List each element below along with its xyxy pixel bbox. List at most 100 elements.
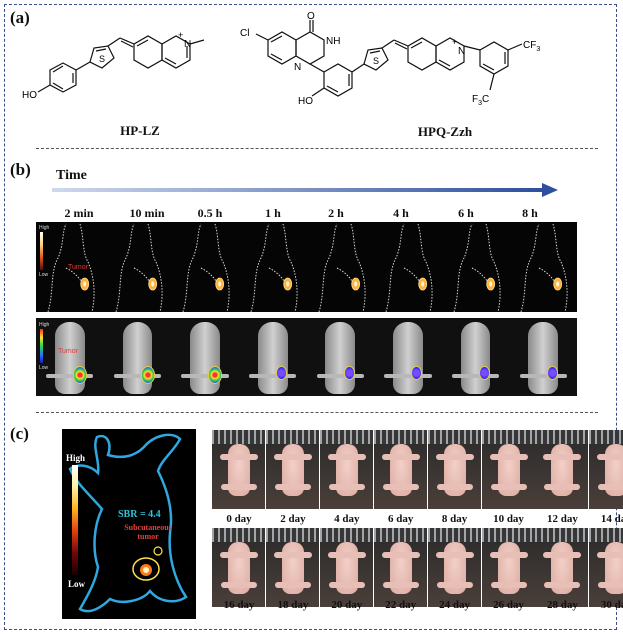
mouse-photo xyxy=(265,430,319,509)
mouse-photo xyxy=(589,528,623,607)
subcutaneous-tumor-image: High Low SBR = 4.4 Subcutaneous tumor xyxy=(62,429,196,619)
bioluminescence-frame xyxy=(509,318,577,396)
panel-label-a: (a) xyxy=(10,8,30,27)
hpq-s-text: S xyxy=(373,56,379,66)
mouse-photo xyxy=(589,430,623,509)
day-label: 10 day xyxy=(493,513,524,525)
fluorescence-frame xyxy=(36,222,104,313)
panel-label-c: (c) xyxy=(10,424,29,443)
big-scale-high: High xyxy=(66,453,86,463)
hpq-plus-text: + xyxy=(452,37,457,47)
time-point-label: 2 min xyxy=(64,206,94,220)
time-point-label: 1 h xyxy=(265,206,281,220)
fluorescence-frame xyxy=(307,222,375,313)
day-label: 18 day xyxy=(277,599,309,611)
subcutaneous-word: Subcutaneous xyxy=(124,523,172,532)
panel-label-b: (b) xyxy=(10,160,31,179)
day-label: 16 day xyxy=(223,599,255,611)
mouse-photo xyxy=(319,528,373,607)
fluo-tumor-label: Tumor xyxy=(68,264,88,271)
bio-scale-high: High xyxy=(39,322,50,328)
hpq-n-plus-text: N xyxy=(458,46,465,57)
hpq-cf3-right-text: CF3 xyxy=(523,40,540,53)
figure-frame xyxy=(4,4,617,630)
mouse-photo xyxy=(535,430,589,509)
day-label: 20 day xyxy=(331,599,363,611)
day-label: 0 day xyxy=(226,513,252,525)
time-point-label: 4 h xyxy=(393,206,409,220)
day-label: 26 day xyxy=(493,599,524,611)
fluorescence-frame xyxy=(509,222,577,313)
time-point-label: 8 h xyxy=(522,206,538,220)
hpq-n-text: N xyxy=(294,62,301,73)
hpq-zzh-structure: Cl O NH N HO S N + CF3 F3C xyxy=(240,11,540,107)
day-label: 12 day xyxy=(546,513,578,525)
day-label: 6 day xyxy=(388,513,414,525)
fluo-scale-high: High xyxy=(39,225,50,231)
bio-colorbar xyxy=(40,329,43,363)
time-label: Time xyxy=(56,168,87,183)
bioluminescence-frame xyxy=(36,318,104,396)
time-point-label: 0.5 h xyxy=(197,206,223,220)
bioluminescence-frame xyxy=(374,318,442,396)
hp-lz-n-text: N xyxy=(184,39,191,50)
separator-a-b xyxy=(36,148,598,149)
mouse-photo xyxy=(481,528,535,607)
fluorescence-frame xyxy=(374,222,442,313)
mouse-photo xyxy=(212,430,265,509)
mouse-photo xyxy=(265,528,319,607)
big-colorbar xyxy=(72,465,78,575)
compound-name-hpq-zzh: HPQ-Zzh xyxy=(417,124,473,139)
separator-b-c xyxy=(36,412,598,413)
mouse-photo xyxy=(427,430,481,509)
bioluminescence-frame xyxy=(442,318,510,396)
fluorescence-frame xyxy=(442,222,510,313)
mouse-photo xyxy=(373,528,427,607)
bioluminescence-strip: High Low Tumor xyxy=(36,318,577,396)
fluorescence-frame xyxy=(104,222,172,313)
sbr-value: SBR = 4.4 xyxy=(118,509,161,520)
time-point-label: 10 min xyxy=(129,206,165,220)
mouse-photo xyxy=(212,528,265,607)
bioluminescence-frame xyxy=(171,318,239,396)
hpq-ho-text: HO xyxy=(298,96,313,107)
bio-tumor-label: Tumor xyxy=(58,348,78,355)
time-point-label: 6 h xyxy=(458,206,474,220)
fluorescence-frame xyxy=(239,222,307,313)
hpq-o-text: O xyxy=(307,11,315,22)
mouse-photo xyxy=(373,430,427,509)
big-scale-low: Low xyxy=(68,579,86,589)
fluorescence-strip: High Low Tumor xyxy=(36,222,577,313)
hpq-cl-text: Cl xyxy=(240,28,249,39)
day-label: 2 day xyxy=(280,513,306,525)
hp-lz-s-text: S xyxy=(99,54,105,64)
bio-scale-low: Low xyxy=(39,365,49,371)
time-point-label: 2 h xyxy=(328,206,344,220)
hp-lz-plus-text: + xyxy=(178,30,183,40)
mouse-photo xyxy=(535,528,589,607)
hpq-nh-text: NH xyxy=(326,36,340,47)
bioluminescence-frame xyxy=(239,318,307,396)
mouse-photo xyxy=(481,430,535,509)
mouse-photo xyxy=(427,528,481,607)
hp-lz-structure: HO S N + xyxy=(22,30,205,101)
day-label: 14 day xyxy=(600,513,623,525)
subcutaneous-label: Subcutaneous tumor xyxy=(118,523,178,541)
mouse-photo xyxy=(319,430,373,509)
day-label: 4 day xyxy=(334,513,360,525)
fluo-scale-low: Low xyxy=(39,272,49,278)
day-label: 28 day xyxy=(546,599,578,611)
day-label: 22 day xyxy=(385,599,417,611)
tumor-word: tumor xyxy=(137,532,159,541)
hp-lz-ho-text: HO xyxy=(22,90,37,101)
day-label: 30 day xyxy=(600,599,623,611)
fluorescence-frame xyxy=(171,222,239,313)
mouse-outline xyxy=(68,433,188,613)
time-arrow xyxy=(52,183,558,197)
bioluminescence-frame xyxy=(307,318,375,396)
day-label: 24 day xyxy=(439,599,471,611)
bioluminescence-frame xyxy=(104,318,172,396)
fluo-colorbar xyxy=(40,232,43,270)
day-label: 8 day xyxy=(441,513,468,525)
hpq-cf3-left-text: F3C xyxy=(472,94,489,107)
